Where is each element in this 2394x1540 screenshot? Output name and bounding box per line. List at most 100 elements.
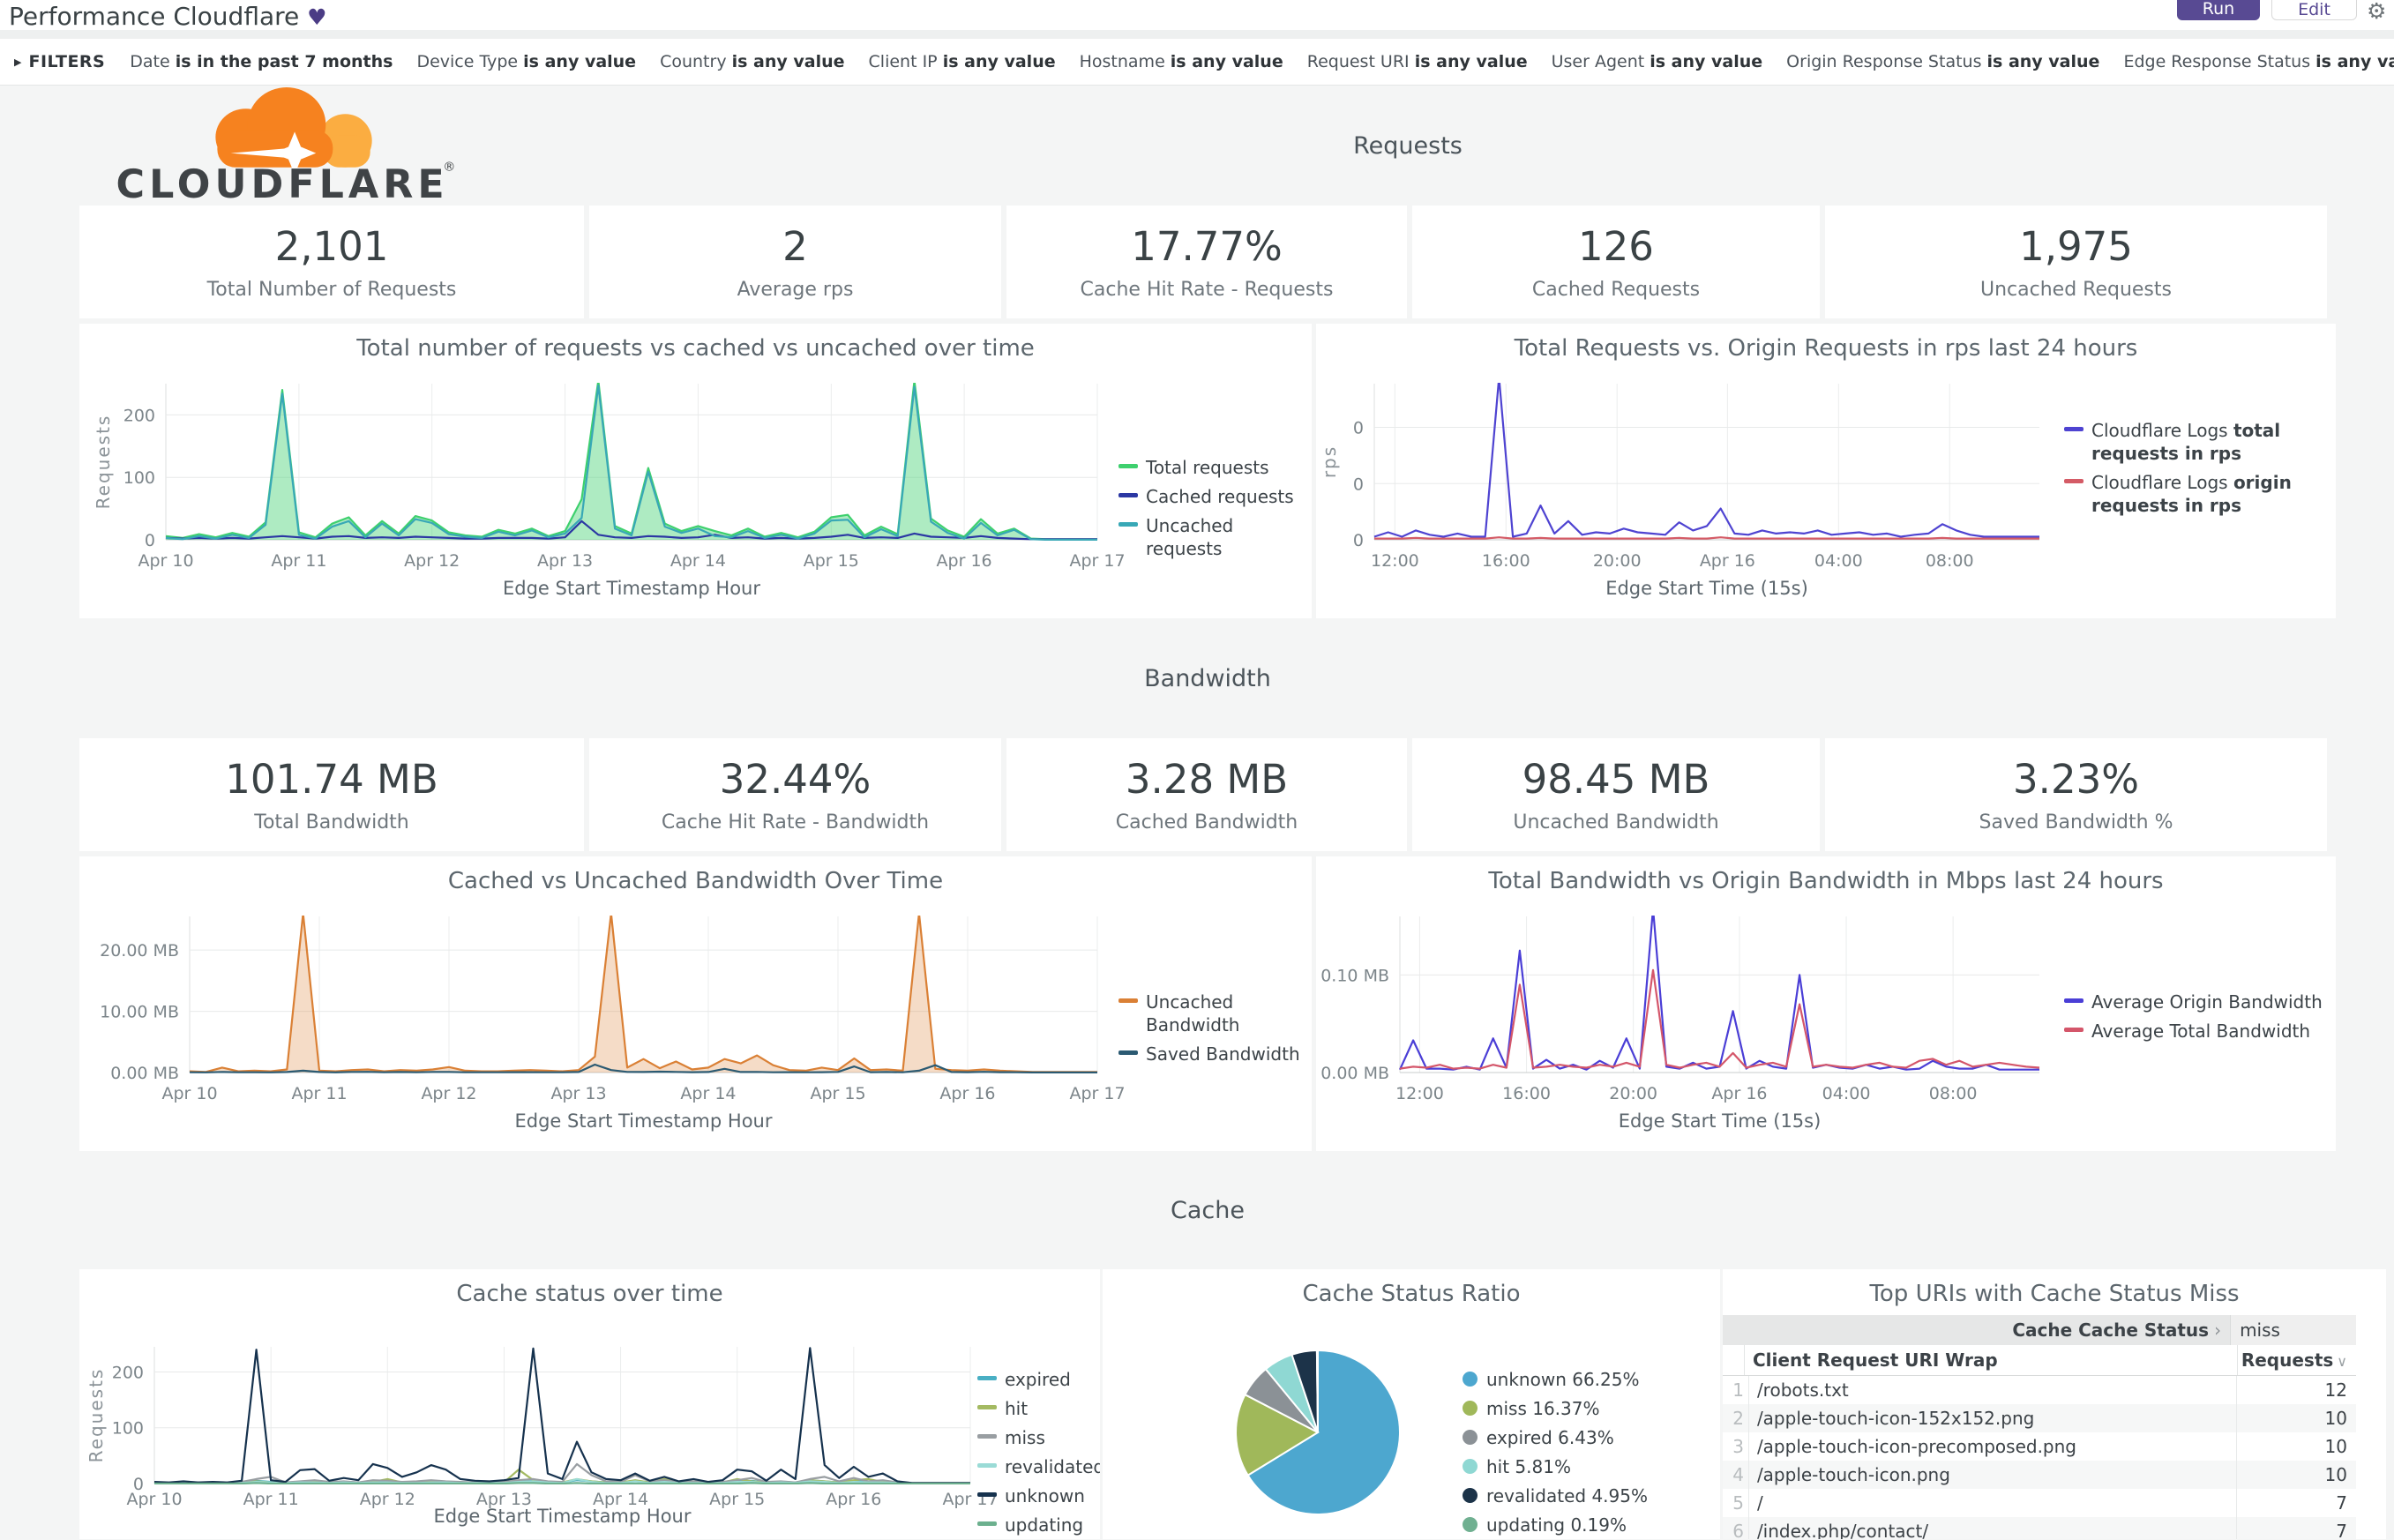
legend-item: Average Total Bandwidth bbox=[2064, 1020, 2323, 1043]
table-pivot-label[interactable]: Cache Cache Status › bbox=[1723, 1315, 2231, 1345]
cache-ratio-pie-chart[interactable] bbox=[1103, 1269, 1720, 1539]
filter-item[interactable]: User Agent is any value bbox=[1551, 52, 1763, 71]
row-uri: /apple-touch-icon.png bbox=[1756, 1464, 1950, 1485]
svg-text:Apr 11: Apr 11 bbox=[271, 551, 326, 571]
filter-item[interactable]: Request URI is any value bbox=[1306, 52, 1528, 71]
kpi-value: 32.44% bbox=[719, 756, 872, 803]
svg-text:Apr 10: Apr 10 bbox=[161, 1084, 217, 1103]
svg-text:20.00 MB: 20.00 MB bbox=[100, 941, 179, 961]
legend-item: Cloudflare Logs total requests in rps bbox=[2064, 419, 2299, 465]
legend-item: Cloudflare Logs origin requests in rps bbox=[2064, 471, 2299, 517]
svg-text:Requests: Requests bbox=[86, 1368, 107, 1463]
filter-item[interactable]: Device Type is any value bbox=[416, 52, 637, 71]
filter-item[interactable]: Edge Response Status is any value bbox=[2123, 52, 2394, 71]
svg-text:Apr 14: Apr 14 bbox=[680, 1084, 736, 1103]
bandwidth-24h-legend: Average Origin Bandwidth Average Total Ba… bbox=[2064, 991, 2323, 1049]
legend-swatch bbox=[1463, 1372, 1478, 1387]
legend-swatch bbox=[2064, 479, 2084, 483]
svg-text:Apr 15: Apr 15 bbox=[709, 1490, 765, 1509]
legend-item: miss bbox=[977, 1426, 1100, 1449]
table-row[interactable]: 4/apple-touch-icon.png 10 bbox=[1723, 1461, 2356, 1489]
kpi-value: 98.45 MB bbox=[1522, 756, 1710, 803]
kpi-label: Uncached Bandwidth bbox=[1513, 811, 1719, 834]
legend-swatch bbox=[1463, 1401, 1478, 1416]
filter-item[interactable]: Date is in the past 7 months bbox=[130, 52, 393, 71]
svg-text:Apr 17: Apr 17 bbox=[1069, 1084, 1125, 1103]
kpi-label: Cached Requests bbox=[1531, 279, 1701, 301]
legend-item: unknown 66.25% bbox=[1463, 1368, 1648, 1391]
legend-item: expired 6.43% bbox=[1463, 1426, 1648, 1449]
legend-swatch bbox=[977, 1376, 997, 1380]
legend-swatch bbox=[1118, 998, 1138, 1003]
svg-text:Apr 15: Apr 15 bbox=[810, 1084, 865, 1103]
legend-swatch bbox=[2064, 427, 2084, 431]
svg-text:04:00: 04:00 bbox=[1822, 1084, 1871, 1103]
gear-icon[interactable]: ⚙ bbox=[2367, 0, 2387, 24]
svg-text:Apr 12: Apr 12 bbox=[421, 1084, 476, 1103]
svg-text:Apr 16: Apr 16 bbox=[937, 551, 992, 571]
legend-swatch bbox=[977, 1463, 997, 1468]
filters-expand-icon: ▶ bbox=[14, 56, 22, 68]
kpi-label: Uncached Requests bbox=[1980, 279, 2172, 301]
table-pivot-value: miss bbox=[2230, 1315, 2356, 1345]
filter-item[interactable]: Country is any value bbox=[660, 52, 845, 71]
svg-text:Apr 12: Apr 12 bbox=[404, 551, 460, 571]
filter-item[interactable]: Hostname is any value bbox=[1079, 52, 1283, 71]
svg-text:0.00 MB: 0.00 MB bbox=[110, 1064, 179, 1083]
row-requests: 10 bbox=[2236, 1461, 2356, 1489]
svg-text:08:00: 08:00 bbox=[1929, 1084, 1978, 1103]
kpi-tile: 126 Cached Requests bbox=[1412, 206, 1820, 318]
svg-text:12:00: 12:00 bbox=[1371, 551, 1419, 571]
row-uri: /apple-touch-icon-precomposed.png bbox=[1756, 1436, 2076, 1457]
kpi-value: 126 bbox=[1578, 223, 1654, 270]
svg-text:08:00: 08:00 bbox=[1926, 551, 1974, 571]
row-index: 5 bbox=[1723, 1489, 1749, 1517]
edit-button[interactable]: Edit bbox=[2271, 0, 2357, 20]
legend-swatch bbox=[977, 1405, 997, 1409]
legend-swatch bbox=[1118, 493, 1138, 497]
legend-swatch bbox=[2064, 1028, 2084, 1032]
panel-rps-24h: Total Requests vs. Origin Requests in rp… bbox=[1316, 324, 2336, 618]
run-button[interactable]: Run bbox=[2177, 0, 2260, 20]
chart-title: Cache Status Ratio bbox=[1302, 1281, 1521, 1307]
row-requests: 7 bbox=[2236, 1517, 2356, 1539]
table-row[interactable]: 2/apple-touch-icon-152x152.png 10 bbox=[1723, 1404, 2356, 1432]
filter-item[interactable]: Client IP is any value bbox=[868, 52, 1056, 71]
table-row[interactable]: 5 / 7 bbox=[1723, 1489, 2356, 1517]
legend-swatch bbox=[1463, 1459, 1478, 1474]
rps-24h-legend: Cloudflare Logs total requests in rps Clo… bbox=[2064, 419, 2299, 523]
filter-item[interactable]: Origin Response Status is any value bbox=[1786, 52, 2100, 71]
bandwidth-over-time-legend: Uncached Bandwidth Saved Bandwidth bbox=[1118, 991, 1312, 1072]
svg-text:Apr 13: Apr 13 bbox=[476, 1490, 532, 1509]
requests-section-header: CLOUDFLARE ® Requests bbox=[79, 86, 2336, 207]
svg-text:200: 200 bbox=[112, 1363, 144, 1382]
bandwidth-over-time-chart[interactable]: 0.00 MB 10.00 MB 20.00 MB Apr 10 Apr 11 Apr 1… bbox=[79, 856, 1312, 1151]
cache-ratio-legend: unknown 66.25% miss 16.37% expired 6.43% hi… bbox=[1463, 1368, 1648, 1539]
svg-text:12:00: 12:00 bbox=[1395, 1084, 1444, 1103]
table-header-uri[interactable]: Client Request URI Wrap bbox=[1753, 1349, 1998, 1371]
table-row[interactable]: 3/apple-touch-icon-precomposed.png 10 bbox=[1723, 1432, 2356, 1461]
svg-text:100: 100 bbox=[123, 468, 155, 488]
rps-24h-chart[interactable]: 0 0 0 12:00 16:00 20:00 Apr 16 04:00 08:00 Edge S… bbox=[1316, 324, 2336, 618]
svg-text:Apr 14: Apr 14 bbox=[670, 551, 726, 571]
svg-text:Edge Start Timestamp Hour: Edge Start Timestamp Hour bbox=[434, 1506, 692, 1527]
table-row[interactable]: 6/index.php/contact/7 bbox=[1723, 1517, 2356, 1539]
bandwidth-24h-chart[interactable]: 0.00 MB 0.10 MB 12:00 16:00 20:00 Apr 16 04:00… bbox=[1316, 856, 2336, 1151]
topbar-divider bbox=[0, 30, 2394, 39]
row-index: 4 bbox=[1723, 1461, 1749, 1489]
cache-status-chart[interactable]: 0 100 200 Apr 10 Apr 11 Apr 12 Apr 13 Apr 14 Apr… bbox=[79, 1269, 1100, 1539]
requests-over-time-chart[interactable]: 0 100 200 Apr 10 Apr 11 Apr 12 Apr 13 Apr 14 Apr… bbox=[79, 324, 1312, 618]
filters-toggle[interactable]: ▶ FILTERS bbox=[14, 52, 105, 71]
table-row[interactable]: 1/robots.txt 12 bbox=[1723, 1376, 2356, 1404]
legend-item: Total requests bbox=[1118, 456, 1312, 479]
legend-item: Uncached requests bbox=[1118, 514, 1312, 560]
svg-text:200: 200 bbox=[123, 406, 155, 425]
kpi-value: 1,975 bbox=[2019, 223, 2133, 270]
filters-label: FILTERS bbox=[28, 52, 106, 71]
panel-cache-status-over-time: Cache status over time 0 100 200 Apr 10 Apr … bbox=[79, 1269, 1100, 1539]
table-header-requests[interactable]: Requests ∨ bbox=[2237, 1345, 2356, 1375]
svg-text:Apr 10: Apr 10 bbox=[138, 551, 193, 571]
kpi-tile: 98.45 MB Uncached Bandwidth bbox=[1412, 738, 1820, 851]
kpi-value: 3.28 MB bbox=[1125, 756, 1289, 803]
svg-text:0.10 MB: 0.10 MB bbox=[1320, 966, 1389, 985]
